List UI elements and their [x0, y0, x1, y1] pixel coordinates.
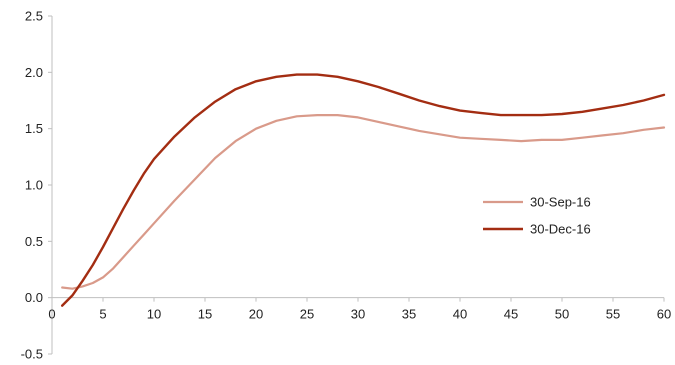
x-tick-label: 15 [198, 307, 212, 322]
x-tick-label: 10 [147, 307, 161, 322]
y-tick-label: 0.5 [25, 234, 43, 249]
x-tick-label: 55 [606, 307, 620, 322]
x-tick-label: 25 [300, 307, 314, 322]
x-tick-label: 50 [555, 307, 569, 322]
x-tick-label: 40 [453, 307, 467, 322]
x-tick-label: 5 [99, 307, 106, 322]
y-tick-label: 2.5 [25, 9, 43, 24]
y-tick-label: 2.0 [25, 65, 43, 80]
y-tick-label: 0.0 [25, 290, 43, 305]
y-tick-label: 1.0 [25, 178, 43, 193]
series-line-1 [61, 113, 666, 290]
y-tick-label: 1.5 [25, 121, 43, 136]
series-line-2 [61, 73, 666, 307]
x-tick-label: 0 [48, 307, 55, 322]
legend-label-1: 30-Sep-16 [530, 195, 591, 210]
legend-label-2: 30-Dec-16 [530, 222, 591, 237]
x-tick-label: 45 [504, 307, 518, 322]
x-tick-label: 30 [351, 307, 365, 322]
y-tick-label: -0.5 [21, 347, 43, 362]
x-tick-label: 35 [402, 307, 416, 322]
x-tick-label: 20 [249, 307, 263, 322]
x-tick-label: 60 [657, 307, 671, 322]
